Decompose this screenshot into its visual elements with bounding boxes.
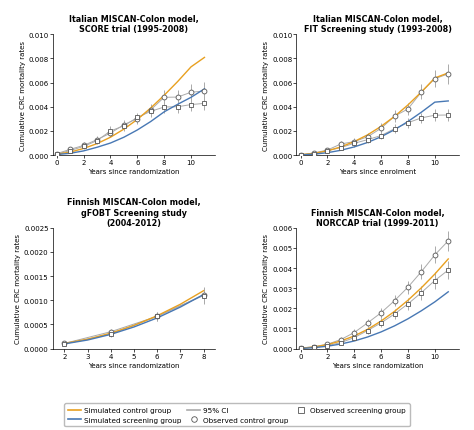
- Y-axis label: Cumulative CRC mortality rates: Cumulative CRC mortality rates: [15, 233, 21, 344]
- Y-axis label: Cumulative CRC mortality rates: Cumulative CRC mortality rates: [263, 40, 269, 150]
- Title: Italian MISCAN-Colon model,
FIT Screening study (1993-2008): Italian MISCAN-Colon model, FIT Screenin…: [304, 15, 452, 34]
- X-axis label: Years since randomization: Years since randomization: [88, 169, 180, 175]
- Y-axis label: Cumulative CRC mortality rates: Cumulative CRC mortality rates: [263, 233, 269, 344]
- X-axis label: Years since randomization: Years since randomization: [88, 362, 180, 368]
- X-axis label: Years since randomization: Years since randomization: [332, 362, 423, 368]
- Y-axis label: Cumulative CRC mortality rates: Cumulative CRC mortality rates: [19, 40, 26, 150]
- Legend: Simulated control group, Simulated screening group, 95% CI, Observed control gro: Simulated control group, Simulated scree…: [64, 403, 410, 427]
- Title: Finnish MISCAN-Colon model,
gFOBT Screening study
(2004-2012): Finnish MISCAN-Colon model, gFOBT Screen…: [67, 198, 201, 227]
- X-axis label: Years since enrolment: Years since enrolment: [339, 169, 416, 175]
- Title: Finnish MISCAN-Colon model,
NORCCAP trial (1999-2011): Finnish MISCAN-Colon model, NORCCAP tria…: [311, 208, 445, 227]
- Title: Italian MISCAN-Colon model,
SCORE trial (1995-2008): Italian MISCAN-Colon model, SCORE trial …: [69, 15, 199, 34]
